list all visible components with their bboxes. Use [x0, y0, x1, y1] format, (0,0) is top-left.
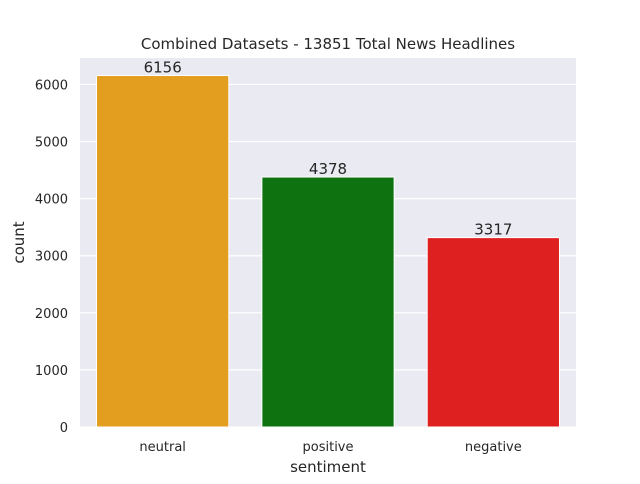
bar-value-label: 4378 [309, 160, 347, 178]
y-tick-labels: 0 1000 2000 3000 4000 5000 6000 [35, 78, 68, 436]
x-tick-labels: neutral positive negative [139, 440, 521, 455]
y-tick-label: 1000 [35, 364, 68, 379]
x-axis-label: sentiment [290, 458, 366, 476]
y-tick-label: 2000 [35, 307, 68, 322]
y-axis-label: count [10, 221, 28, 263]
y-tick-label: 4000 [35, 193, 68, 208]
y-tick-label: 5000 [35, 136, 68, 151]
y-tick-label: 0 [60, 421, 68, 436]
bar-value-labels: 6156 4378 3317 [144, 59, 513, 239]
bar-value-label: 6156 [144, 59, 182, 77]
chart-title: Combined Datasets - 13851 Total News Hea… [141, 35, 515, 53]
bar-positive [261, 176, 395, 428]
x-tick-label: negative [465, 440, 522, 455]
bar-negative [426, 237, 560, 428]
y-tick-label: 3000 [35, 250, 68, 265]
y-tick-label: 6000 [35, 78, 68, 93]
x-tick-label: neutral [139, 440, 186, 455]
bar-neutral [96, 75, 230, 428]
bars [96, 75, 560, 428]
x-tick-label: positive [303, 440, 354, 455]
bar-value-label: 3317 [474, 221, 512, 239]
